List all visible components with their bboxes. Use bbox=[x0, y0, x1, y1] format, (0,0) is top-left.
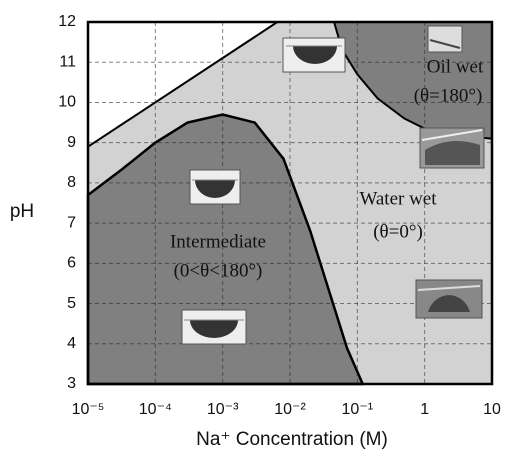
y-tick-label: 3 bbox=[67, 375, 76, 392]
x-tick-label: 10⁻⁴ bbox=[139, 401, 172, 418]
y-axis-title: pH bbox=[10, 201, 34, 222]
y-tick-label: 12 bbox=[58, 13, 76, 30]
droplet-image bbox=[283, 38, 345, 72]
y-tick-label: 8 bbox=[67, 174, 76, 191]
chart: 3 4 5 6 7 8 9 10 11 12 10⁻⁵ 10⁻⁴ 10⁻³ 10⁻² 10⁻¹ 1 10 Oil… bbox=[0, 0, 512, 457]
droplet-image bbox=[420, 128, 484, 168]
x-tick-label: 10⁻⁵ bbox=[72, 401, 105, 418]
x-tick-label: 10⁻¹ bbox=[342, 401, 374, 418]
y-tick-label: 9 bbox=[67, 134, 76, 151]
y-tick-label: 7 bbox=[67, 214, 76, 231]
region-label: Water wet bbox=[359, 188, 437, 209]
droplet-image bbox=[190, 170, 240, 204]
region-label: Intermediate bbox=[170, 231, 266, 252]
x-tick-label: 10⁻³ bbox=[207, 401, 239, 418]
y-tick-label: 6 bbox=[67, 255, 76, 272]
y-tick-label: 10 bbox=[58, 94, 76, 111]
x-tick-label: 10 bbox=[483, 401, 501, 418]
region-condition: (θ=180°) bbox=[414, 85, 483, 106]
x-axis-title: Na⁺ Concentration (M) bbox=[196, 429, 388, 450]
region-condition: (0<θ<180°) bbox=[174, 260, 263, 281]
droplet-image bbox=[428, 26, 462, 52]
region-condition: (θ=0°) bbox=[373, 221, 423, 242]
y-tick-label: 5 bbox=[67, 295, 76, 312]
x-tick-label: 10⁻² bbox=[274, 401, 306, 418]
x-tick-label: 1 bbox=[420, 401, 429, 418]
droplet-image bbox=[182, 310, 246, 344]
region-label: Oil wet bbox=[427, 56, 484, 77]
droplet-image bbox=[416, 280, 482, 318]
y-tick-label: 4 bbox=[67, 335, 76, 352]
y-tick-label: 11 bbox=[59, 53, 76, 70]
